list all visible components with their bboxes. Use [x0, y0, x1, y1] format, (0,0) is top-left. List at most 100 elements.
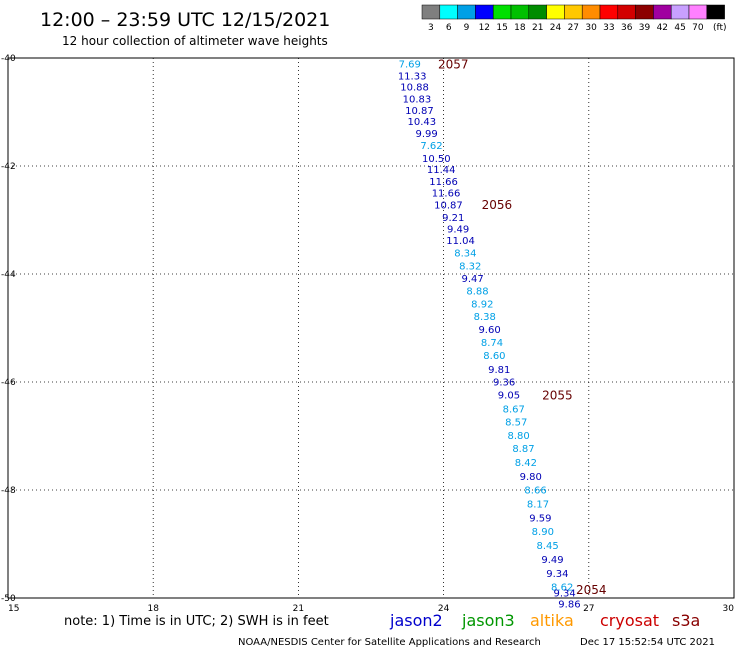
- color-bin-swatch: [653, 4, 672, 20]
- wave-height-point: 10.50: [422, 154, 451, 165]
- color-bin-swatch: [528, 4, 547, 20]
- x-tick-label: 21: [293, 604, 304, 614]
- color-bin-label: 39: [639, 23, 651, 33]
- color-bin-swatch: [457, 4, 476, 20]
- color-bin-swatch: [546, 4, 565, 20]
- wave-height-point: 11.04: [446, 236, 475, 247]
- color-bin-label: 36: [621, 23, 633, 33]
- x-tick-label: 18: [147, 604, 159, 614]
- y-tick-label: -50: [1, 594, 16, 604]
- wave-height-point: 8.32: [459, 261, 481, 272]
- color-bin-swatch: [475, 4, 494, 20]
- color-bin-swatch: [510, 4, 530, 20]
- wave-height-point: 11.44: [427, 165, 456, 176]
- color-bin-label: 30: [585, 23, 597, 33]
- color-bin-label: 33: [603, 23, 614, 33]
- color-scale: 3 6 9 12 15 18 21 24 27 30 33 36 39 42 45 70: [421, 4, 725, 33]
- color-bin-label: 18: [514, 23, 526, 33]
- color-bin-swatch: [439, 4, 458, 20]
- color-bin-swatch: [688, 4, 708, 20]
- color-bin-swatch: [635, 4, 654, 20]
- wave-height-point: 10.87: [405, 106, 434, 117]
- color-bin-swatch: [617, 4, 636, 20]
- data-points: 7.6911.3310.8810.8310.8710.439.997.6210.…: [398, 59, 581, 610]
- wave-height-point: 9.99: [416, 129, 438, 140]
- wave-height-point: 8.66: [524, 485, 546, 496]
- wave-height-point: 8.87: [512, 444, 534, 455]
- wave-height-point: 8.34: [454, 248, 476, 259]
- wave-height-point: 9.49: [541, 555, 563, 566]
- wave-height-point: 10.88: [400, 83, 429, 94]
- color-bin-swatch: [706, 4, 725, 20]
- x-tick-label: 24: [438, 604, 450, 614]
- color-bin-swatch: [599, 4, 619, 20]
- color-bin-label: 70: [692, 23, 704, 33]
- wave-height-point: 8.67: [503, 404, 525, 415]
- x-tick-label: 27: [583, 604, 594, 614]
- wave-height-point: 11.33: [398, 71, 427, 82]
- wave-height-point: 10.83: [403, 95, 432, 106]
- color-bin-label: 9: [464, 23, 470, 33]
- wave-height-point: 8.92: [471, 300, 493, 311]
- y-tick-label: -44: [1, 270, 16, 280]
- cycle-number-label: 2056: [482, 198, 513, 212]
- wave-height-point: 9.81: [488, 365, 510, 376]
- y-tick-label: -48: [1, 486, 16, 496]
- color-bin-label: 42: [657, 23, 668, 33]
- wave-height-point: 8.88: [466, 287, 488, 298]
- wave-height-point: 9.59: [529, 514, 551, 525]
- footer-timestamp: Dec 17 15:52:54 UTC 2021: [580, 637, 715, 648]
- wave-height-point: 8.57: [505, 417, 527, 428]
- cycle-number-label: 2057: [438, 57, 469, 71]
- cycle-number-label: 2055: [542, 389, 573, 403]
- color-bin-swatch: [581, 4, 601, 20]
- color-bin-swatch: [492, 4, 512, 20]
- color-scale-unit: (ft): [713, 23, 727, 33]
- wave-height-point: 11.66: [432, 188, 461, 199]
- wave-height-point: 10.87: [434, 200, 463, 211]
- wave-height-point: 9.60: [478, 325, 500, 336]
- color-bin-label: 3: [428, 23, 434, 33]
- color-bin-label: 15: [496, 23, 507, 33]
- y-tick-label: -42: [1, 162, 16, 172]
- wave-height-point: 9.34: [546, 569, 568, 580]
- color-bin-swatch: [670, 4, 690, 20]
- wave-height-point: 10.43: [407, 117, 436, 128]
- wave-height-point: 9.34: [553, 589, 575, 600]
- legend-entry-s3a: s3a: [672, 611, 700, 630]
- plot-grid: [8, 58, 734, 598]
- wave-height-point: 8.17: [527, 500, 549, 511]
- wave-height-point: 9.80: [520, 472, 542, 483]
- wave-height-point: 9.21: [442, 213, 464, 224]
- wave-height-point: 8.42: [515, 458, 537, 469]
- wave-height-point: 8.74: [481, 338, 503, 349]
- color-bin-label: 24: [550, 23, 562, 33]
- color-bin-label: 45: [674, 23, 685, 33]
- legend-entry-jason2: jason2: [389, 611, 443, 630]
- wave-height-point: 11.66: [429, 177, 458, 188]
- legend-entry-cryosat: cryosat: [600, 611, 659, 630]
- wave-height-point: 8.80: [507, 431, 529, 442]
- wave-height-point: 9.49: [447, 225, 469, 236]
- x-tick-label: 30: [723, 604, 735, 614]
- y-tick-label: -46: [1, 378, 16, 388]
- color-bin-label: 27: [568, 23, 579, 33]
- x-tick-label: 15: [8, 604, 19, 614]
- units-note: note: 1) Time is in UTC; 2) SWH is in fe…: [64, 614, 329, 629]
- color-bin-label: 12: [479, 23, 490, 33]
- color-bin-swatch: [564, 4, 583, 20]
- wave-height-point: 9.86: [558, 599, 580, 610]
- footer-credit: NOAA/NESDIS Center for Satellite Applica…: [238, 637, 541, 648]
- wave-height-point: 9.47: [462, 274, 484, 285]
- wave-height-point: 8.62: [551, 583, 573, 594]
- legend-entry-altika: altika: [530, 611, 574, 630]
- satellite-legend: jason2 jason3 altika cryosat s3a: [389, 611, 700, 630]
- color-bin-swatch: [421, 4, 441, 20]
- cycle-number-label: 2054: [576, 583, 607, 597]
- y-tick-label: -40: [1, 54, 16, 64]
- color-bin-label: 6: [446, 23, 452, 33]
- wave-height-point: 8.90: [532, 527, 554, 538]
- wave-height-point: 7.62: [420, 141, 442, 152]
